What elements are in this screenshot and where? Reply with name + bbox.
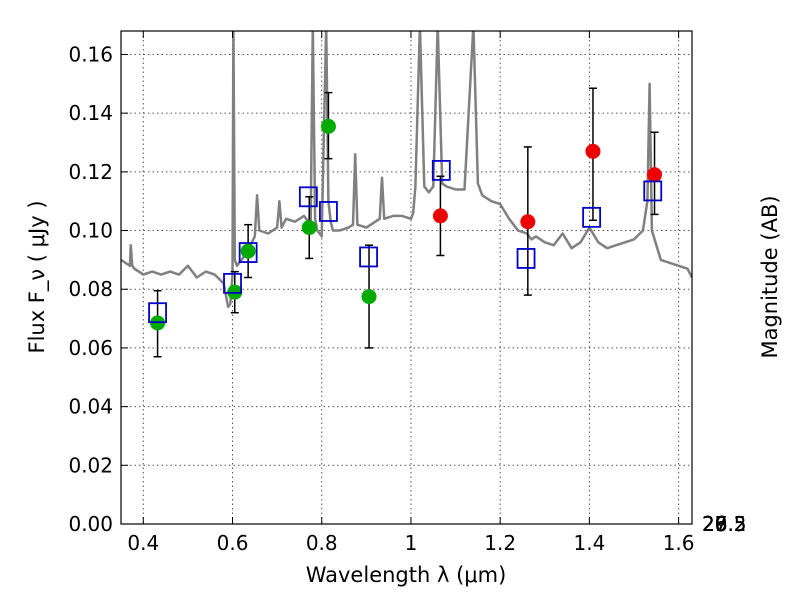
axis-tick-labels: 0.4 0.6 0.8 1 1.2 1.4 1.6 0.00 0.02 0.04 0.06 0.08 0… [68, 42, 746, 555]
y-tick-label: 0.02 [68, 453, 113, 477]
y-tick-label: 0.00 [68, 512, 113, 536]
y-tick-label: 0.16 [68, 42, 113, 66]
spectrum-line [121, 31, 692, 309]
data-point [432, 208, 448, 224]
data-point [361, 289, 377, 305]
y-tick-label: 0.10 [68, 219, 113, 243]
x-tick-label: 1.6 [663, 531, 695, 555]
data-point [520, 214, 536, 230]
y-tick-label: 0.06 [68, 336, 113, 360]
right-tick-label: 27.5 [702, 512, 747, 536]
y-tick-label: 0.12 [68, 160, 113, 184]
x-tick-label: 0.4 [127, 531, 159, 555]
x-tick-label: 1.4 [573, 531, 605, 555]
model-point [643, 180, 663, 202]
right-tick-label: 26 [702, 512, 727, 536]
model-point [238, 242, 258, 263]
x-tick-label: 1 [405, 531, 418, 555]
model-point [148, 302, 167, 324]
model-point [582, 206, 602, 228]
axis-ticks [121, 31, 692, 525]
right-axis-label: Magnitude (AB) [758, 195, 782, 358]
x-axis-label: Wavelength λ (μm) [306, 563, 507, 587]
data-point [585, 143, 601, 159]
data-point [240, 243, 256, 259]
x-tick-label: 1.2 [484, 531, 516, 555]
plot-area [121, 31, 692, 358]
data-point [647, 167, 663, 183]
model-point [298, 186, 318, 208]
y-tick-label: 0.14 [68, 101, 113, 125]
model-point [431, 159, 451, 181]
model-point [223, 272, 242, 294]
x-tick-label: 0.6 [217, 531, 249, 555]
plot-frame [120, 30, 693, 525]
data-point [320, 118, 336, 134]
model-point [319, 201, 338, 222]
data-point [301, 220, 317, 236]
grid-lines [121, 31, 692, 525]
right-tick-label: 26.5 [702, 512, 747, 536]
y-tick-label: 0.04 [68, 395, 113, 419]
right-tick-label: 29 [702, 512, 727, 536]
right-tick-label: 28 [702, 512, 727, 536]
y-tick-label: 0.08 [68, 277, 113, 301]
right-tick-label: 26.2 [702, 512, 747, 536]
x-tick-label: 0.8 [306, 531, 338, 555]
right-tick-label: 27 [702, 512, 727, 536]
model-point [516, 248, 536, 269]
y-axis-label: Flux F_ν ( μJy ) [25, 200, 50, 353]
model-point [359, 246, 378, 268]
